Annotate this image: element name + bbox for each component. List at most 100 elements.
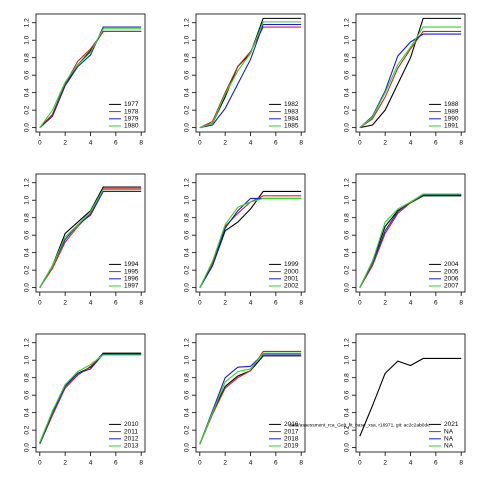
legend-label: 2019 — [284, 443, 299, 450]
x-tick-label: 0 — [358, 140, 362, 147]
legend-label: 1997 — [124, 283, 139, 290]
x-tick-label: 6 — [274, 140, 278, 147]
y-tick-label: 0.8 — [184, 373, 191, 382]
y-tick-label: 0.0 — [184, 123, 191, 132]
y-tick-label: 0.6 — [344, 390, 351, 399]
series-line — [199, 350, 302, 445]
legend-label: 2018 — [284, 436, 299, 443]
legend-label: 1988 — [444, 101, 459, 108]
series-line — [39, 354, 142, 443]
y-tick-label: 0.0 — [24, 123, 31, 132]
series-line — [39, 26, 142, 129]
x-tick-label: 2 — [223, 460, 227, 467]
x-tick-label: 4 — [249, 460, 253, 467]
series-line — [39, 30, 142, 129]
legend-label: 2001 — [284, 276, 299, 283]
y-tick-label: 0.4 — [184, 248, 191, 257]
series-line — [199, 21, 302, 129]
x-tick-label: 2 — [223, 140, 227, 147]
legend-label: 2002 — [284, 283, 299, 290]
legend-label: 1990 — [444, 116, 459, 123]
legend-label: 1983 — [284, 108, 299, 115]
y-tick-label: 0.8 — [184, 53, 191, 62]
series-line — [39, 353, 142, 444]
x-tick-label: 8 — [299, 460, 303, 467]
x-tick-label: 0 — [358, 300, 362, 307]
legend-label: NA — [444, 428, 454, 435]
y-tick-label: 0.2 — [344, 425, 351, 434]
x-tick-label: 8 — [459, 140, 463, 147]
y-tick-label: 1.0 — [344, 195, 351, 204]
y-tick-label: 1.0 — [184, 355, 191, 364]
x-tick-label: 8 — [139, 300, 143, 307]
x-tick-label: 4 — [249, 300, 253, 307]
y-tick-label: 1.2 — [24, 18, 31, 27]
y-tick-label: 0.0 — [24, 283, 31, 292]
series-line — [199, 352, 302, 445]
x-tick-label: 8 — [139, 460, 143, 467]
x-tick-label: 0 — [38, 460, 42, 467]
x-tick-label: 2 — [63, 300, 67, 307]
y-tick-label: 0.6 — [184, 390, 191, 399]
x-tick-label: 8 — [299, 140, 303, 147]
series-line — [359, 193, 462, 288]
x-tick-label: 6 — [434, 140, 438, 147]
x-tick-label: 2 — [383, 460, 387, 467]
x-tick-label: 0 — [198, 140, 202, 147]
x-tick-label: 8 — [459, 460, 463, 467]
x-tick-label: 6 — [114, 300, 118, 307]
legend-label: 1980 — [124, 123, 139, 130]
y-tick-label: 0.8 — [24, 213, 31, 222]
y-tick-label: 0.0 — [344, 443, 351, 452]
legend-label: 1982 — [284, 101, 299, 108]
legend-label: 2012 — [124, 436, 139, 443]
legend-label: 2006 — [444, 276, 459, 283]
y-tick-label: 1.0 — [184, 195, 191, 204]
x-tick-label: 4 — [89, 300, 93, 307]
y-tick-label: 0.8 — [344, 373, 351, 382]
legend-label: 1979 — [124, 116, 139, 123]
series-line — [39, 188, 142, 288]
y-tick-label: 0.4 — [24, 248, 31, 257]
legend-label: 2017 — [284, 428, 299, 435]
y-tick-label: 0.8 — [24, 53, 31, 62]
legend-label: NA — [444, 443, 454, 450]
y-tick-label: 1.0 — [24, 355, 31, 364]
series-line — [39, 189, 142, 288]
x-tick-label: 8 — [459, 300, 463, 307]
y-tick-label: 0.2 — [184, 105, 191, 114]
x-tick-label: 0 — [358, 460, 362, 467]
y-tick-label: 0.8 — [184, 213, 191, 222]
series-line — [39, 28, 142, 128]
y-tick-label: 0.0 — [184, 443, 191, 452]
y-tick-label: 0.8 — [344, 213, 351, 222]
x-tick-label: 0 — [198, 460, 202, 467]
x-tick-label: 0 — [198, 300, 202, 307]
legend-label: 2007 — [444, 283, 459, 290]
series-line — [199, 197, 302, 288]
legend-label: 2011 — [124, 428, 138, 435]
y-tick-label: 0.4 — [344, 248, 351, 257]
x-tick-label: 6 — [274, 300, 278, 307]
legend-label: 2016 — [284, 421, 299, 428]
y-tick-label: 0.6 — [24, 70, 31, 79]
x-tick-label: 6 — [434, 300, 438, 307]
legend-label: 1984 — [284, 116, 299, 123]
x-tick-label: 2 — [63, 460, 67, 467]
y-tick-label: 0.4 — [344, 88, 351, 97]
series-line — [199, 26, 302, 129]
series-line — [359, 357, 462, 437]
y-tick-label: 1.0 — [184, 35, 191, 44]
y-tick-label: 1.2 — [184, 18, 191, 27]
y-tick-label: 1.2 — [24, 338, 31, 347]
x-tick-label: 6 — [434, 460, 438, 467]
y-tick-label: 1.2 — [344, 178, 351, 187]
y-tick-label: 0.2 — [344, 105, 351, 114]
y-tick-label: 0.6 — [24, 230, 31, 239]
y-tick-label: 0.4 — [24, 88, 31, 97]
y-tick-label: 0.6 — [344, 70, 351, 79]
y-tick-label: 1.0 — [24, 35, 31, 44]
y-tick-label: 0.2 — [24, 425, 31, 434]
x-tick-label: 0 — [38, 300, 42, 307]
series-line — [359, 30, 462, 129]
